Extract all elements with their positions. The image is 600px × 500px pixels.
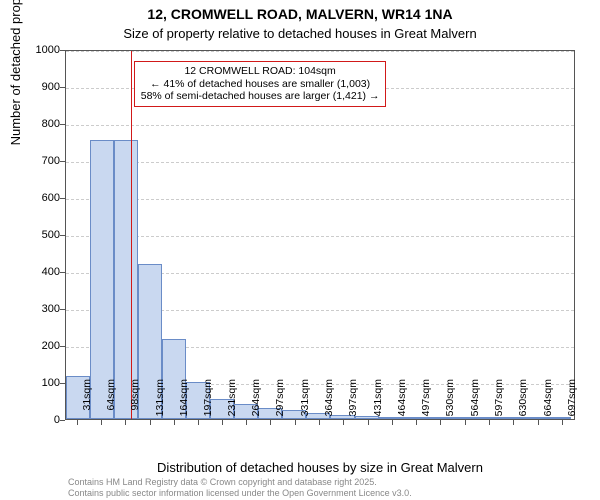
x-tick-mark [174,420,175,425]
x-tick-mark [392,420,393,425]
x-tick-mark [150,420,151,425]
x-tick-label: 364sqm [323,379,335,424]
property-marker-line [131,51,132,419]
x-tick-mark [246,420,247,425]
x-tick-mark [465,420,466,425]
x-tick-label: 497sqm [420,379,432,424]
plot-area: 12 CROMWELL ROAD: 104sqm← 41% of detache… [65,50,575,420]
x-tick-label: 64sqm [105,379,117,424]
x-tick-label: 530sqm [444,379,456,424]
y-tick-label: 300 [25,303,60,315]
y-tick-mark [60,235,65,236]
y-tick-label: 700 [25,155,60,167]
x-tick-label: 597sqm [493,379,505,424]
x-tick-mark [319,420,320,425]
y-axis-label: Number of detached properties [8,0,23,145]
x-tick-mark [295,420,296,425]
annotation-line3: 58% of semi-detached houses are larger (… [141,90,380,103]
x-tick-label: 131sqm [154,379,166,424]
x-tick-label: 630sqm [517,379,529,424]
x-tick-label: 297sqm [274,379,286,424]
footer-line2: Contains public sector information licen… [68,488,412,498]
y-tick-mark [60,87,65,88]
x-tick-label: 231sqm [226,379,238,424]
x-tick-mark [125,420,126,425]
y-tick-mark [60,50,65,51]
x-axis-label: Distribution of detached houses by size … [65,460,575,475]
x-tick-label: 98sqm [129,379,141,424]
footer-line1: Contains HM Land Registry data © Crown c… [68,477,412,487]
histogram-bar [114,140,138,419]
x-tick-label: 31sqm [81,379,93,424]
x-tick-label: 697sqm [566,379,578,424]
gridline [66,162,574,163]
gridline [66,199,574,200]
y-tick-mark [60,272,65,273]
x-tick-label: 564sqm [469,379,481,424]
gridline [66,236,574,237]
gridline [66,125,574,126]
x-tick-mark [368,420,369,425]
x-tick-mark [77,420,78,425]
y-tick-label: 100 [25,377,60,389]
annotation-line2: ← 41% of detached houses are smaller (1,… [141,78,380,91]
y-tick-label: 600 [25,192,60,204]
y-tick-mark [60,309,65,310]
gridline [66,51,574,52]
x-tick-mark [513,420,514,425]
x-tick-label: 331sqm [299,379,311,424]
y-tick-mark [60,420,65,421]
chart-subtitle: Size of property relative to detached ho… [0,26,600,41]
y-tick-label: 0 [25,414,60,426]
x-tick-label: 431sqm [372,379,384,424]
x-tick-label: 664sqm [542,379,554,424]
y-tick-label: 900 [25,81,60,93]
x-tick-mark [222,420,223,425]
x-tick-mark [343,420,344,425]
y-tick-mark [60,346,65,347]
x-tick-label: 464sqm [396,379,408,424]
y-tick-label: 200 [25,340,60,352]
x-tick-mark [562,420,563,425]
annotation-line1: 12 CROMWELL ROAD: 104sqm [141,65,380,78]
x-tick-label: 197sqm [202,379,214,424]
x-tick-label: 397sqm [347,379,359,424]
x-tick-mark [101,420,102,425]
footer-attribution: Contains HM Land Registry data © Crown c… [68,477,412,498]
x-tick-mark [489,420,490,425]
y-tick-label: 1000 [25,44,60,56]
y-tick-mark [60,198,65,199]
y-tick-mark [60,124,65,125]
x-tick-label: 264sqm [250,379,262,424]
y-tick-label: 800 [25,118,60,130]
y-tick-label: 400 [25,266,60,278]
x-tick-mark [198,420,199,425]
histogram-bar [90,140,114,419]
x-tick-label: 164sqm [178,379,190,424]
x-tick-mark [416,420,417,425]
y-tick-mark [60,383,65,384]
y-tick-label: 500 [25,229,60,241]
y-tick-mark [60,161,65,162]
chart-container: { "chart": { "type": "histogram", "title… [0,0,600,500]
chart-title: 12, CROMWELL ROAD, MALVERN, WR14 1NA [0,6,600,22]
annotation-box: 12 CROMWELL ROAD: 104sqm← 41% of detache… [134,61,387,107]
x-tick-mark [440,420,441,425]
x-tick-mark [538,420,539,425]
x-tick-mark [270,420,271,425]
